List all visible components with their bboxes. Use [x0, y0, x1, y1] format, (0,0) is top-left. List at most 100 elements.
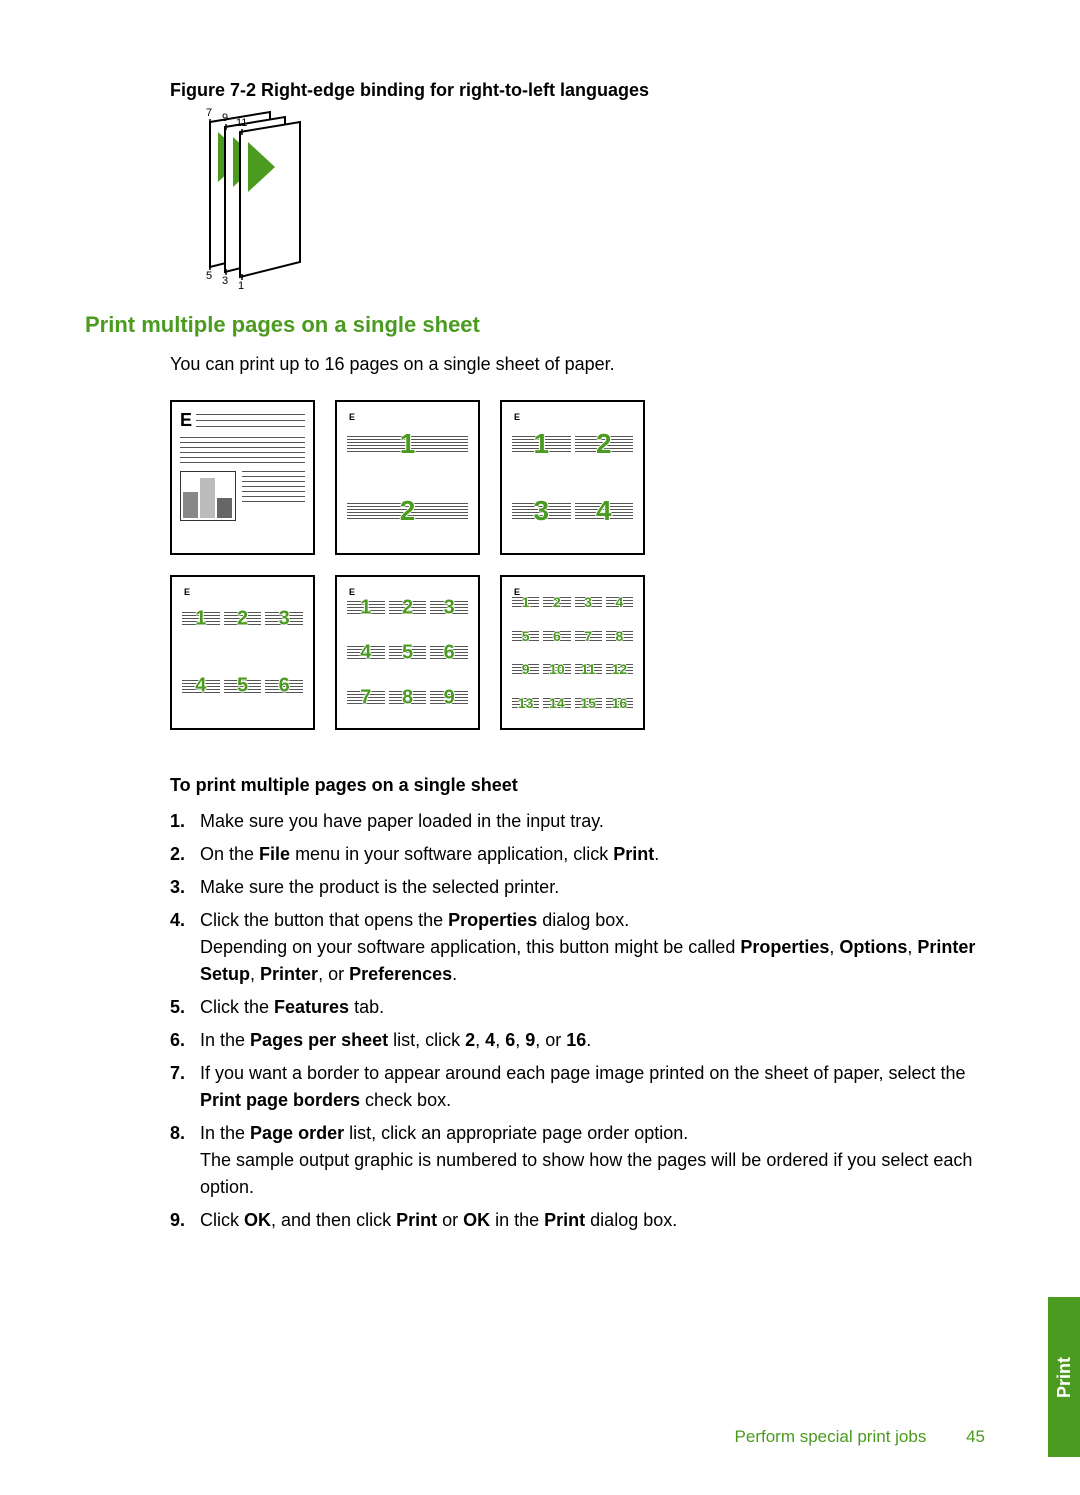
mini-page: 4: [347, 632, 385, 673]
mini-page: 5: [224, 655, 262, 719]
step-item: 2.On the File menu in your software appl…: [170, 841, 985, 868]
sheet-16up: E1 2 3 4 5 6 78 9 10 11 12 13 14 15 16: [500, 575, 645, 730]
mini-page: 8: [606, 621, 633, 651]
mini-page: 9: [512, 655, 539, 685]
mini-page-number: 1: [360, 596, 371, 619]
mini-page-number: 15: [580, 695, 596, 711]
mini-page: 10: [543, 655, 570, 685]
step-item: 3.Make sure the product is the selected …: [170, 874, 985, 901]
mini-page: 2: [224, 587, 262, 651]
mini-page: 3: [265, 587, 303, 651]
mini-page-number: 4: [360, 641, 371, 664]
step-text: In the Pages per sheet list, click 2, 4,…: [200, 1030, 591, 1050]
mini-page-number: 16: [612, 695, 628, 711]
intro-text: You can print up to 16 pages on a single…: [170, 354, 985, 375]
mini-page-number: 5: [402, 641, 413, 664]
mini-page: E1: [347, 587, 385, 628]
mini-page: 13: [512, 688, 539, 718]
step-item: 7.If you want a border to appear around …: [170, 1060, 985, 1114]
mini-page-number: 7: [360, 686, 371, 709]
mini-page: 16: [606, 688, 633, 718]
mini-page-number: 2: [237, 607, 248, 630]
step-item: 4.Click the button that opens the Proper…: [170, 907, 985, 988]
step-number: 6.: [170, 1027, 185, 1054]
mini-page: 2: [347, 480, 468, 544]
sheet-2up: E12: [335, 400, 480, 555]
mini-page-number: 3: [444, 596, 455, 619]
subheading: To print multiple pages on a single shee…: [170, 775, 985, 796]
booklet-bottom-label-1: 5: [206, 270, 212, 282]
step-number: 8.: [170, 1120, 185, 1147]
mini-page-number: 3: [533, 495, 549, 527]
mini-page: 2: [543, 587, 570, 617]
mini-page-number: 9: [522, 661, 530, 677]
mini-page: E1: [182, 587, 220, 651]
sheets-gallery: E: [170, 400, 985, 730]
mini-page: 5: [512, 621, 539, 651]
mini-page: 12: [606, 655, 633, 685]
mini-page: E1: [512, 587, 539, 617]
mini-page-number: 6: [279, 675, 290, 698]
mini-page-number: 1: [522, 594, 530, 610]
mini-page: 6: [543, 621, 570, 651]
mini-page-number: 11: [581, 661, 596, 677]
step-number: 7.: [170, 1060, 185, 1087]
footer-section: Perform special print jobs: [735, 1427, 927, 1446]
mini-page-number: 1: [533, 428, 549, 460]
mini-page-number: 7: [584, 628, 592, 644]
mini-page-number: 13: [518, 695, 534, 711]
figure-caption: Figure 7-2 Right-edge binding for right-…: [170, 80, 985, 101]
step-number: 2.: [170, 841, 185, 868]
side-tab: Print: [1048, 1297, 1080, 1457]
mini-page-number: 9: [444, 686, 455, 709]
step-text: Click the button that opens the Properti…: [200, 910, 975, 984]
mini-page: 7: [575, 621, 602, 651]
sheet-6up: E1 2 3 456: [170, 575, 315, 730]
mini-page-number: 10: [549, 661, 565, 677]
mini-page-number: 1: [195, 607, 206, 630]
mini-page-number: 5: [522, 628, 530, 644]
step-text: Click the Features tab.: [200, 997, 384, 1017]
booklet-top-label-1: 7: [206, 107, 212, 119]
mini-page-number: 2: [400, 495, 416, 527]
step-item: 1.Make sure you have paper loaded in the…: [170, 808, 985, 835]
step-number: 5.: [170, 994, 185, 1021]
mini-page-number: 3: [584, 594, 592, 610]
mini-page: 3: [512, 480, 571, 544]
mini-page: 14: [543, 688, 570, 718]
mini-page: 4: [606, 587, 633, 617]
step-item: 8.In the Page order list, click an appro…: [170, 1120, 985, 1201]
mini-page-number: 12: [612, 661, 628, 677]
mini-page-number: 6: [444, 641, 455, 664]
mini-page-number: 2: [553, 594, 561, 610]
mini-page: 2: [389, 587, 427, 628]
mini-page: 4: [575, 480, 634, 544]
step-number: 9.: [170, 1207, 185, 1234]
booklet-top-label-2: 9: [222, 112, 228, 124]
step-number: 1.: [170, 808, 185, 835]
step-number: 3.: [170, 874, 185, 901]
mini-page-number: 4: [615, 594, 623, 610]
mini-page: 9: [430, 677, 468, 718]
mini-page-number: 2: [596, 428, 612, 460]
steps-list: 1.Make sure you have paper loaded in the…: [170, 808, 985, 1234]
mini-page: 8: [389, 677, 427, 718]
step-item: 6. In the Pages per sheet list, click 2, …: [170, 1027, 985, 1054]
mini-page-number: 6: [553, 628, 561, 644]
sheet-9up: E123 4 5 6 789: [335, 575, 480, 730]
mini-page: 6: [265, 655, 303, 719]
mini-page-number: 14: [549, 695, 565, 711]
mini-page: 6: [430, 632, 468, 673]
booklet-bottom-label-3: 1: [238, 280, 244, 292]
sheet-1up: E: [170, 400, 315, 555]
mini-page: E1: [512, 412, 571, 476]
mini-page-number: 1: [400, 428, 416, 460]
step-text: Click OK, and then click Print or OK in …: [200, 1210, 677, 1230]
mini-page-number: 3: [279, 607, 290, 630]
mini-page-number: 4: [195, 675, 206, 698]
booklet-top-label-3: 11: [236, 117, 247, 129]
section-heading: Print multiple pages on a single sheet: [85, 312, 985, 338]
footer-page-number: 45: [966, 1427, 985, 1446]
mini-page: 11: [575, 655, 602, 685]
sheet-4up: E1 2 34: [500, 400, 645, 555]
